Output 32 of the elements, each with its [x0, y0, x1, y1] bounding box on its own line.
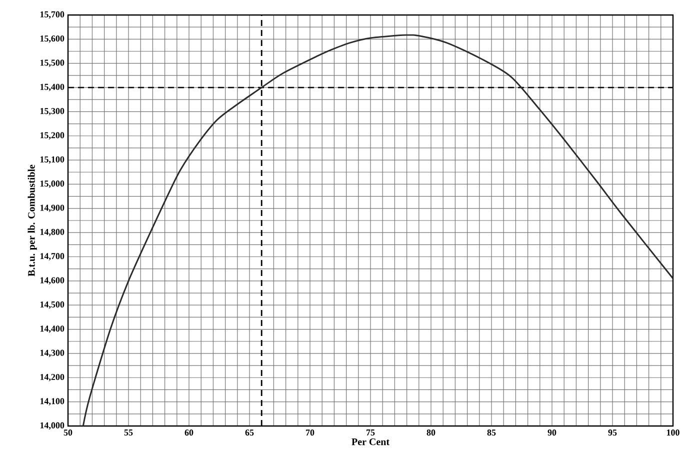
y-tick-label: 15,500 — [40, 60, 64, 68]
x-axis-title: Per Cent — [352, 438, 390, 446]
y-tick-label: 15,200 — [40, 132, 64, 140]
y-tick-label: 15,400 — [40, 84, 64, 92]
y-tick-label: 15,000 — [40, 180, 64, 188]
x-tick-label: 70 — [306, 430, 314, 436]
x-tick-label: 50 — [64, 430, 72, 436]
x-tick-label: 85 — [487, 430, 496, 436]
y-tick-label: 15,700 — [40, 11, 64, 19]
y-tick-label: 14,200 — [40, 374, 64, 382]
y-tick-label: 14,400 — [40, 326, 64, 333]
y-axis-title: B.t.u. per lb. Combustible — [28, 164, 37, 276]
x-tick-label: 65 — [245, 430, 254, 436]
y-tick-label: 14,100 — [40, 398, 64, 406]
y-tick-label: 14,500 — [40, 301, 64, 309]
y-tick-label: 14,800 — [40, 228, 64, 236]
y-tick-label: 14,600 — [40, 277, 64, 285]
y-tick-label: 15,600 — [40, 35, 64, 43]
x-tick-label: 60 — [184, 430, 194, 436]
line-series — [82, 34, 673, 426]
x-tick-label: 55 — [124, 430, 133, 436]
x-tick-label: 75 — [366, 430, 375, 436]
y-tick-label: 15,300 — [40, 108, 64, 116]
x-tick-label: 90 — [548, 430, 556, 436]
x-tick-label: 95 — [608, 430, 617, 436]
y-tick-label: 14,700 — [40, 253, 64, 260]
x-tick-label: 100 — [666, 430, 680, 436]
x-tick-label: 80 — [426, 430, 436, 436]
y-tick-label: 15,100 — [40, 156, 64, 164]
y-tick-label: 14,900 — [40, 204, 64, 212]
y-tick-label: 14,000 — [40, 422, 64, 430]
y-tick-label: 14,300 — [40, 350, 64, 358]
